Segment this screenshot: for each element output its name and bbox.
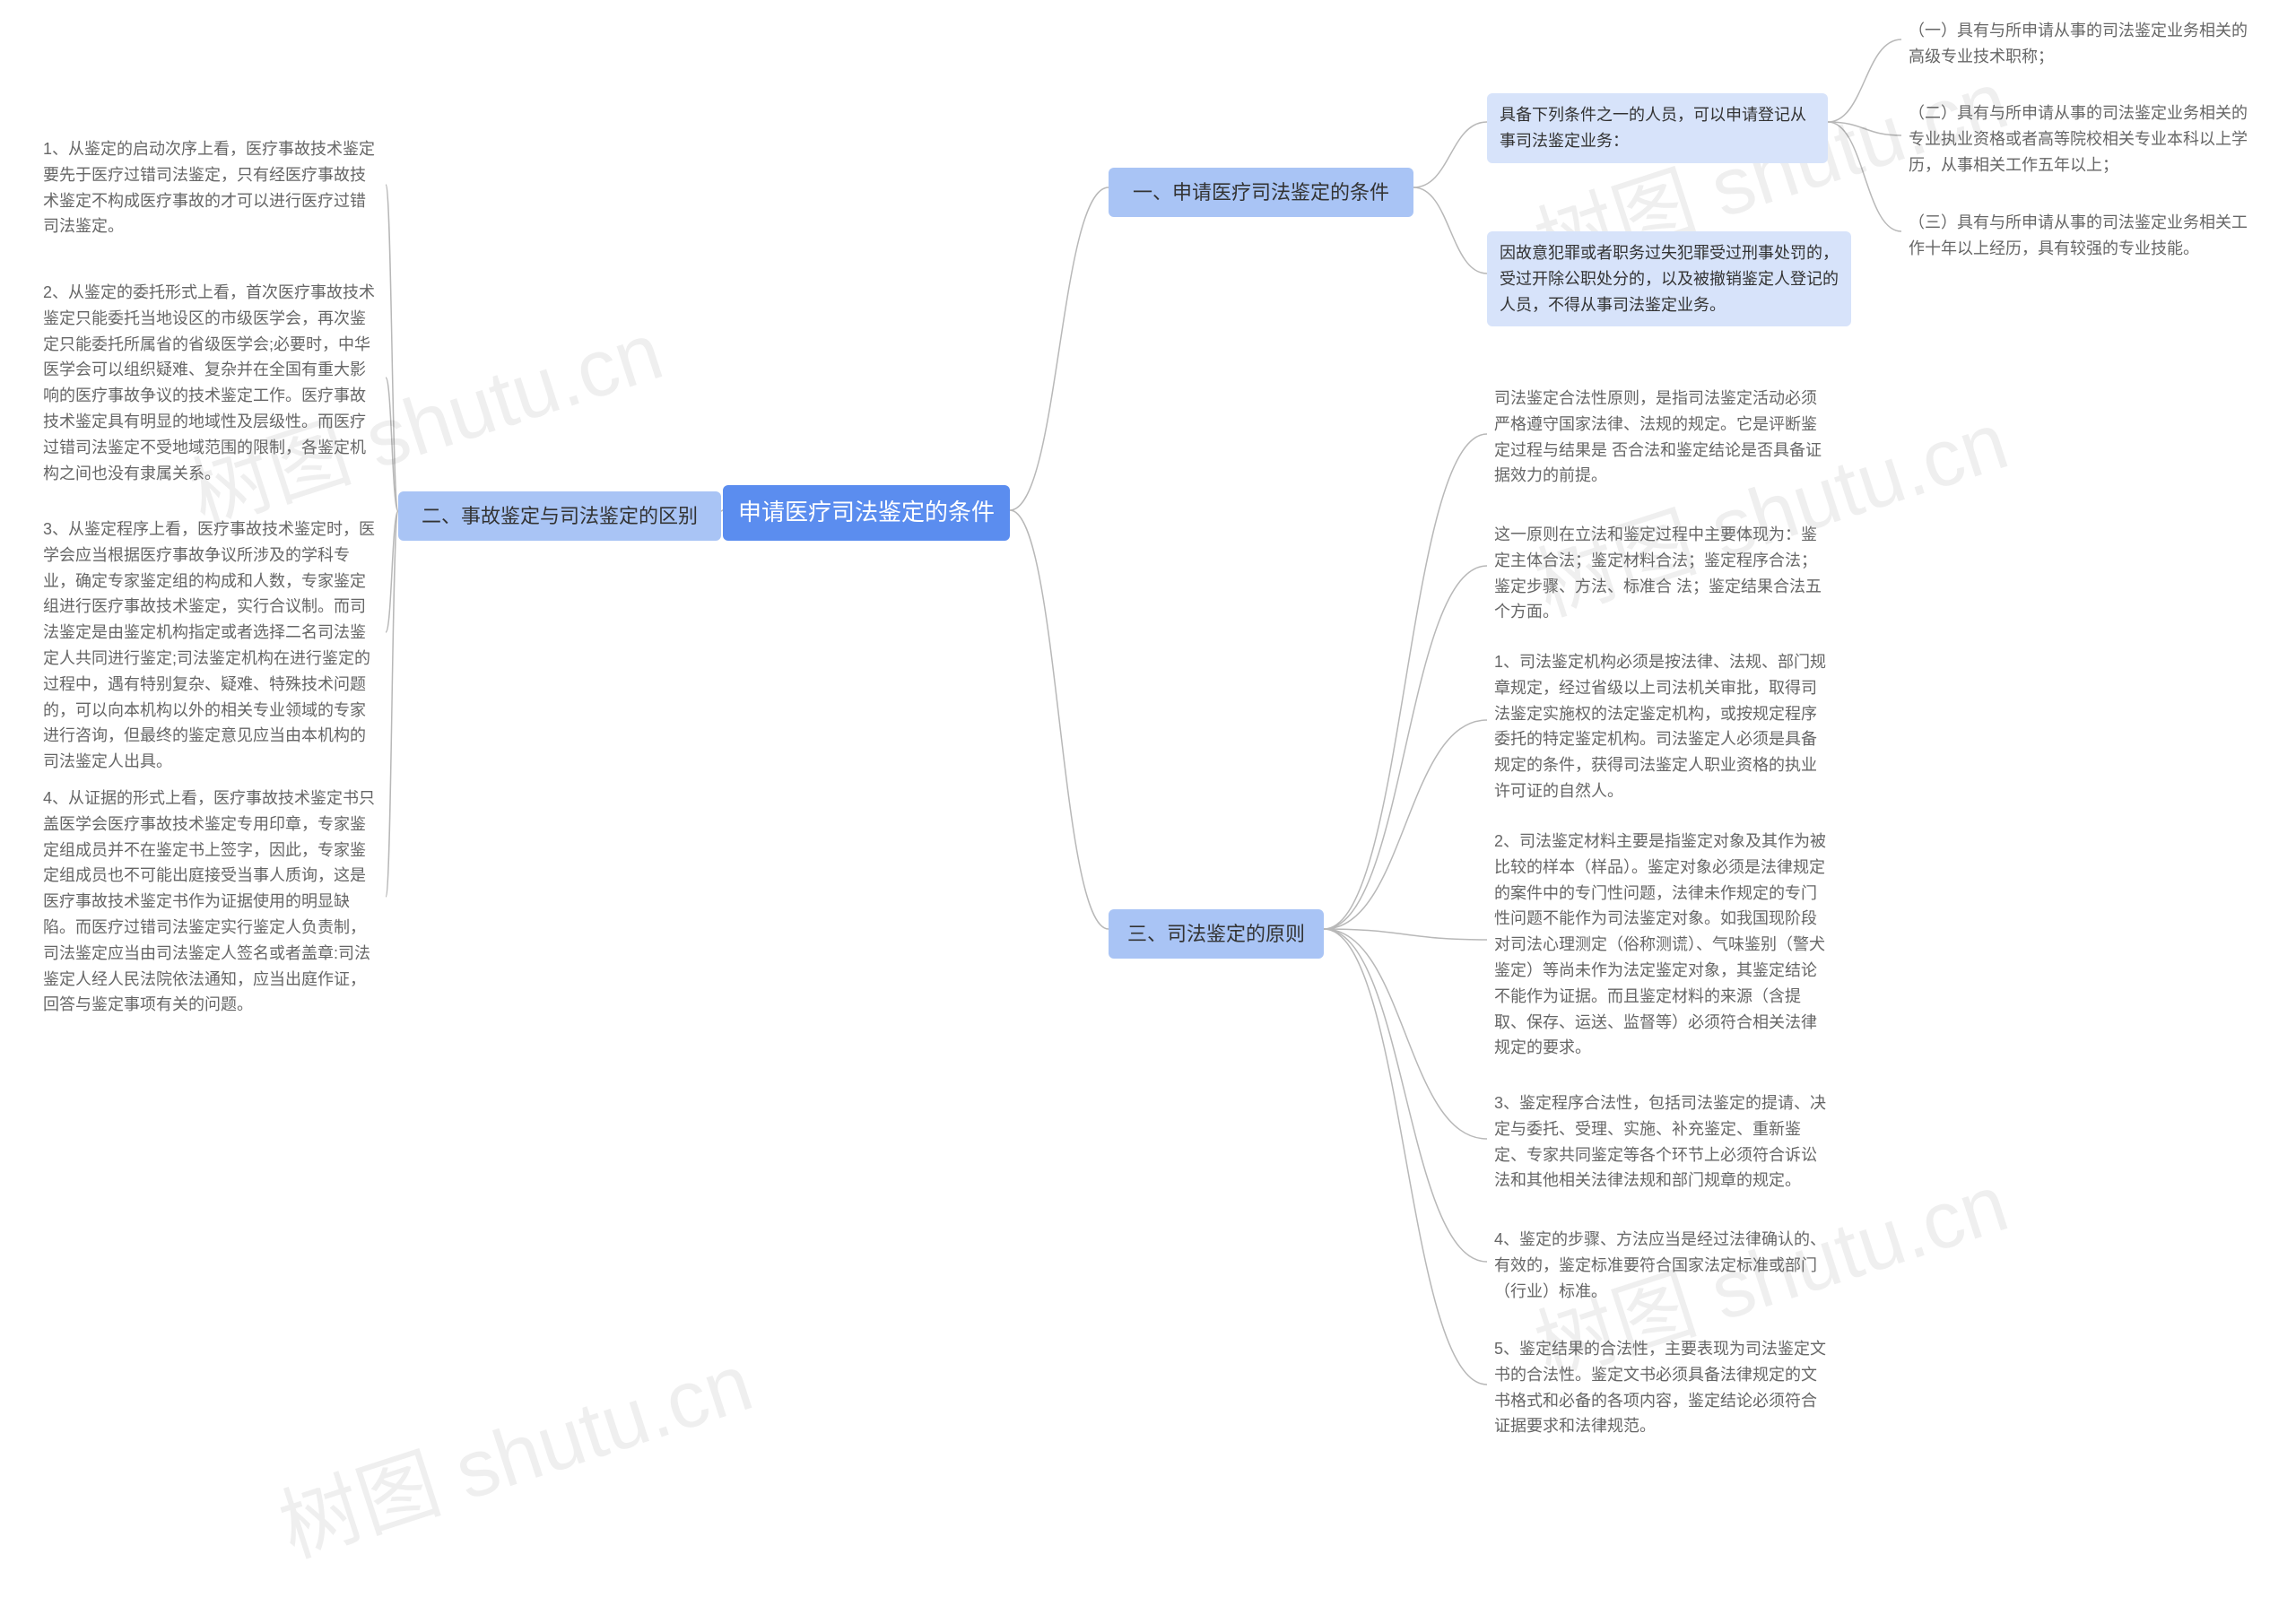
- branch-2-leaf-3: 3、从鉴定程序上看，医疗事故技术鉴定时，医学会应当根据医疗事故争议所涉及的学科专…: [36, 511, 386, 780]
- root-node: 申请医疗司法鉴定的条件: [723, 485, 1010, 541]
- branch-2: 二、事故鉴定与司法鉴定的区别: [398, 491, 721, 541]
- branch-3-leaf-4: 2、司法鉴定材料主要是指鉴定对象及其作为被比较的样本（样品）。鉴定对象必须是法律…: [1487, 823, 1837, 1066]
- branch-1-sub-1-leaf-3: （三）具有与所申请从事的司法鉴定业务相关工作十年以上经历，具有较强的专业技能。: [1901, 204, 2260, 267]
- branch-3-leaf-5: 3、鉴定程序合法性，包括司法鉴定的提请、决定与委托、受理、实施、补充鉴定、重新鉴…: [1487, 1085, 1837, 1199]
- branch-2-leaf-1: 1、从鉴定的启动次序上看，医疗事故技术鉴定要先于医疗过错司法鉴定，只有经医疗事故…: [36, 131, 386, 245]
- branch-1: 一、申请医疗司法鉴定的条件: [1109, 168, 1413, 217]
- watermark-5: 树图 shutu.cn: [263, 1317, 764, 1579]
- branch-2-leaf-2: 2、从鉴定的委托形式上看，首次医疗事故技术鉴定只能委托当地设区的市级医学会，再次…: [36, 274, 386, 491]
- branch-3-leaf-7: 5、鉴定结果的合法性，主要表现为司法鉴定文书的合法性。鉴定文书必须具备法律规定的…: [1487, 1331, 1837, 1445]
- branch-1-sub-1-leaf-2: （二）具有与所申请从事的司法鉴定业务相关的专业执业资格或者高等院校相关专业本科以…: [1901, 95, 2260, 183]
- branch-3-leaf-1: 司法鉴定合法性原则，是指司法鉴定活动必须严格遵守国家法律、法规的规定。它是评断鉴…: [1487, 380, 1837, 494]
- branch-1-sub-1-leaf-1: （一）具有与所申请从事的司法鉴定业务相关的高级专业技术职称；: [1901, 13, 2260, 75]
- branch-2-leaf-4: 4、从证据的形式上看，医疗事故技术鉴定书只盖医学会医疗事故技术鉴定专用印章，专家…: [36, 780, 386, 1023]
- branch-1-sub-1: 具备下列条件之一的人员，可以申请登记从事司法鉴定业务：: [1487, 93, 1828, 163]
- branch-3-leaf-2: 这一原则在立法和鉴定过程中主要体现为：鉴定主体合法；鉴定材料合法；鉴定程序合法；…: [1487, 517, 1837, 630]
- branch-1-sub-2: 因故意犯罪或者职务过失犯罪受过刑事处罚的，受过开除公职处分的，以及被撤销鉴定人登…: [1487, 231, 1851, 326]
- branch-3-leaf-3: 1、司法鉴定机构必须是按法律、法规、部门规章规定，经过省级以上司法机关审批，取得…: [1487, 644, 1837, 810]
- branch-3-leaf-6: 4、鉴定的步骤、方法应当是经过法律确认的、有效的，鉴定标准要符合国家法定标准或部…: [1487, 1221, 1837, 1309]
- branch-3: 三、司法鉴定的原则: [1109, 909, 1324, 959]
